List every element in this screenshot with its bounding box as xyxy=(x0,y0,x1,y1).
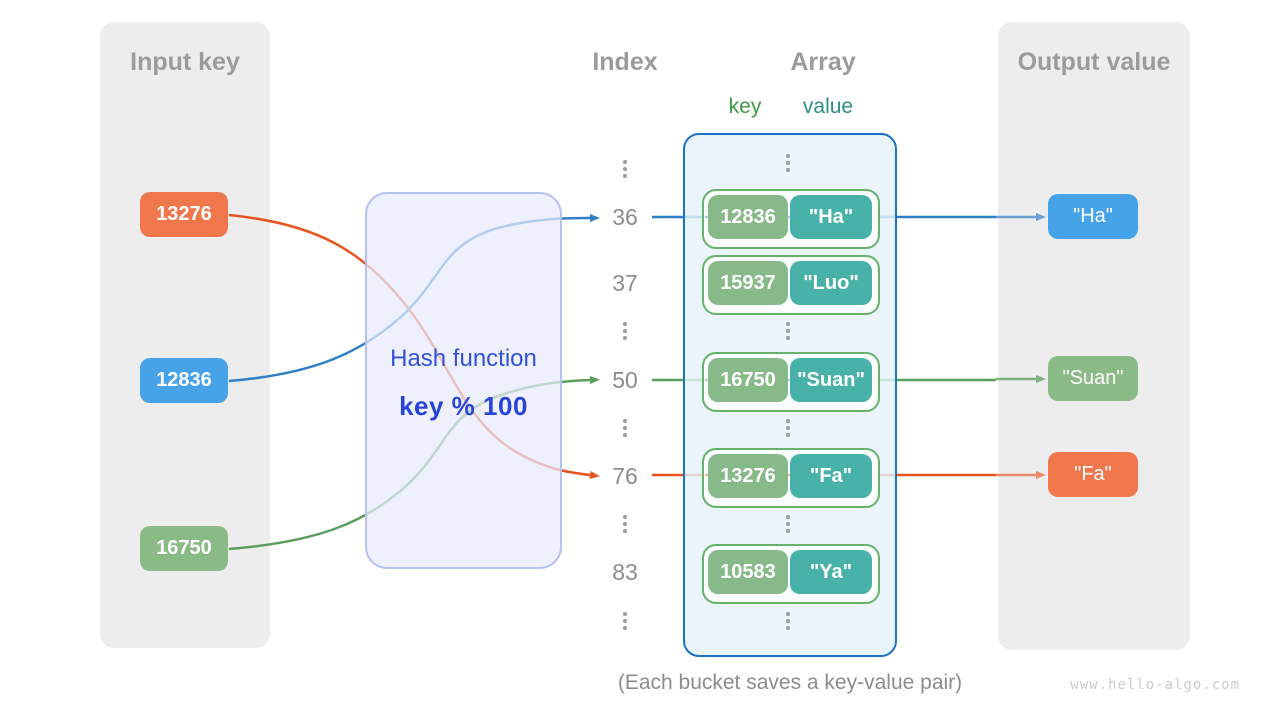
bucket-50-key: 16750 xyxy=(708,358,788,402)
bucket-76-key: 13276 xyxy=(708,454,788,498)
index-label-37: 37 xyxy=(612,270,638,296)
hash-function-label: Hash function xyxy=(390,345,537,372)
output-value-ha: "Ha" xyxy=(1048,194,1138,239)
vertical-ellipsis-icon xyxy=(623,419,627,437)
vertical-ellipsis-icon xyxy=(786,154,790,172)
bucket-76-value: "Fa" xyxy=(790,454,872,498)
hash-function-box: Hash function key % 100 xyxy=(365,192,562,569)
vertical-ellipsis-icon xyxy=(623,612,627,630)
output-value-panel xyxy=(998,22,1190,650)
vertical-ellipsis-icon xyxy=(623,515,627,533)
array-key-label: key xyxy=(728,95,762,118)
index-label-76: 76 xyxy=(612,463,638,489)
index-title: Index xyxy=(592,48,658,76)
output-value-fa: "Fa" xyxy=(1048,452,1138,497)
bucket-36-key: 12836 xyxy=(708,195,788,239)
vertical-ellipsis-icon xyxy=(623,160,627,178)
vertical-ellipsis-icon xyxy=(623,322,627,340)
array-value-label: value xyxy=(802,95,854,118)
bucket-83-value: "Ya" xyxy=(790,550,872,594)
bucket-37-value: "Luo" xyxy=(790,261,872,305)
vertical-ellipsis-icon xyxy=(786,322,790,340)
bucket-37-key: 15937 xyxy=(708,261,788,305)
index-label-50: 50 xyxy=(612,367,638,393)
output-value-title: Output value xyxy=(1017,48,1171,76)
watermark: www.hello-algo.com xyxy=(1070,677,1240,693)
input-key-16750: 16750 xyxy=(140,526,228,571)
figure-caption: (Each bucket saves a key-value pair) xyxy=(617,671,963,694)
input-key-12836: 12836 xyxy=(140,358,228,403)
array-title: Array xyxy=(790,48,856,76)
vertical-ellipsis-icon xyxy=(786,419,790,437)
vertical-ellipsis-icon xyxy=(786,515,790,533)
input-key-title: Input key xyxy=(130,48,240,76)
bucket-50-value: "Suan" xyxy=(790,358,872,402)
bucket-83-key: 10583 xyxy=(708,550,788,594)
index-label-83: 83 xyxy=(612,559,638,585)
input-key-13276: 13276 xyxy=(140,192,228,237)
output-value-suan: "Suan" xyxy=(1048,356,1138,401)
hash-function-formula: key % 100 xyxy=(399,391,528,421)
bucket-36-value: "Ha" xyxy=(790,195,872,239)
vertical-ellipsis-icon xyxy=(786,612,790,630)
index-label-36: 36 xyxy=(612,204,638,230)
